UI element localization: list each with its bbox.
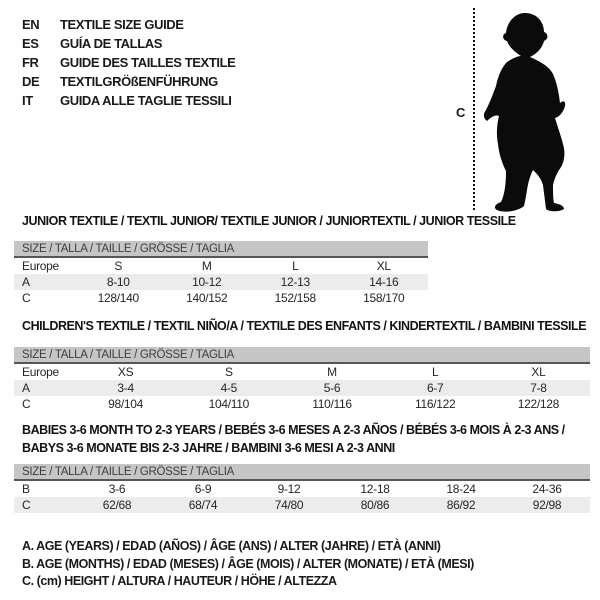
language-title: TEXTILGRÖßENFÜHRUNG — [60, 74, 218, 89]
cell-value: 6-7 — [426, 381, 444, 395]
table-row: A 3-4 4-5 5-6 6-7 7-8 — [14, 380, 590, 396]
cell-value: M — [327, 365, 337, 379]
language-row: IT GUIDA ALLE TAGLIE TESSILI — [22, 91, 235, 110]
cell-value: S — [224, 365, 233, 379]
cell-value: 140/152 — [186, 291, 228, 305]
cell-value: XL — [531, 365, 546, 379]
children-table: SIZE / TALLA / TAILLE / GRÖSSE / TAGLIA … — [14, 347, 590, 412]
cell-value: L — [292, 259, 299, 273]
language-code: IT — [22, 93, 33, 108]
cell-value: 7-8 — [530, 381, 547, 395]
babies-table-rows: B 3-6 6-9 9-12 12-18 18-24 24-36 C 62/68 68/74 74/… — [14, 481, 590, 513]
cell-value: 10-12 — [192, 275, 222, 289]
cell-value: XL — [376, 259, 391, 273]
cell-value: 9-12 — [277, 482, 301, 496]
height-measure-dotted-line — [473, 8, 475, 210]
row-label: Europe — [22, 365, 59, 379]
height-figure: C — [455, 5, 595, 217]
cell-value: M — [201, 259, 212, 273]
children-table-title: CHILDREN'S TEXTILE / TEXTIL NIÑO/A / TEX… — [22, 319, 587, 333]
cell-value: 128/140 — [97, 291, 140, 305]
cell-value: XS — [117, 365, 134, 379]
row-label: C — [22, 397, 31, 411]
cell-value: 4-5 — [220, 381, 238, 395]
cell-value: 74/80 — [274, 498, 304, 512]
table-row: C 62/68 68/74 74/80 80/86 86/92 92/98 — [14, 497, 590, 513]
cell-value: 92/98 — [532, 498, 562, 512]
table-row: B 3-6 6-9 9-12 12-18 18-24 24-36 — [14, 481, 590, 497]
babies-table: SIZE / TALLA / TAILLE / GRÖSSE / TAGLIA … — [14, 464, 590, 513]
legend: A. AGE (YEARS) / EDAD (AÑOS) / ÂGE (ANS)… — [22, 538, 474, 591]
row-label: Europe — [22, 259, 59, 273]
table-row: A 8-10 10-12 12-13 14-16 — [14, 274, 428, 290]
size-header-bar: SIZE / TALLA / TAILLE / GRÖSSE / TAGLIA — [14, 241, 428, 258]
cell-value: 80/86 — [360, 498, 390, 512]
table-row: Europe XS S M L XL — [14, 364, 590, 380]
row-label: A — [22, 275, 30, 289]
row-label: C — [22, 498, 31, 512]
language-list: EN TEXTILE SIZE GUIDE ES GUÍA DE TALLAS FR GU… — [22, 15, 236, 110]
row-label: B — [22, 482, 30, 496]
cell-value: 104/110 — [208, 397, 250, 411]
junior-table-title: JUNIOR TEXTILE / TEXTIL JUNIOR/ TEXTILE … — [22, 214, 516, 228]
cell-value: 24-36 — [532, 482, 562, 496]
cell-value: S — [114, 259, 123, 273]
cell-value: 98/104 — [108, 397, 144, 411]
legend-line: B. AGE (MONTHS) / EDAD (MESES) / ÂGE (MO… — [22, 556, 474, 571]
language-row: ES GUÍA DE TALLAS — [22, 34, 235, 53]
cell-value: 12-13 — [280, 275, 311, 289]
baby-silhouette-icon — [483, 13, 566, 212]
cell-value: 158/170 — [363, 291, 405, 305]
cell-value: 3-6 — [108, 482, 126, 496]
row-label: C — [22, 291, 31, 305]
cell-value: 12-18 — [360, 482, 390, 496]
junior-table: SIZE / TALLA / TAILLE / GRÖSSE / TAGLIA … — [14, 241, 428, 306]
size-header-bar: SIZE / TALLA / TAILLE / GRÖSSE / TAGLIA — [14, 347, 590, 364]
cell-value: 116/122 — [415, 397, 456, 411]
cell-value: 122/128 — [517, 397, 560, 411]
row-label: A — [22, 381, 30, 395]
language-title: GUÍA DE TALLAS — [60, 36, 163, 51]
table-row: C 98/104 104/110 110/116 116/122 122/128 — [14, 396, 590, 412]
babies-table-title: BABIES 3-6 MONTH TO 2-3 YEARS / BEBÉS 3-… — [22, 423, 565, 455]
legend-line: A. AGE (YEARS) / EDAD (AÑOS) / ÂGE (ANS)… — [22, 539, 441, 553]
children-table-rows: Europe XS S M L XL A 3-4 4-5 5-6 6-7 7-8 C 98/104 104/… — [14, 364, 590, 412]
table-row: C 128/140 140/152 152/158 158/170 — [14, 290, 428, 306]
cell-value: 14-16 — [369, 275, 399, 289]
cell-value: 86/92 — [446, 498, 476, 512]
cell-value: 3-4 — [117, 381, 134, 395]
language-title: GUIDE DES TAILLES TEXTILE — [60, 55, 236, 70]
junior-table-rows: Europe S M L XL A 8-10 10-12 12-13 14-16 C 128/140 1… — [14, 258, 428, 306]
cell-value: 110/116 — [312, 397, 352, 411]
language-row: EN TEXTILE SIZE GUIDE — [22, 15, 235, 34]
cell-value: 152/158 — [274, 291, 317, 305]
language-code: DE — [22, 74, 40, 89]
language-title: GUIDA ALLE TAGLIE TESSILI — [60, 93, 232, 108]
table-row: Europe S M L XL — [14, 258, 428, 274]
language-code: EN — [22, 17, 40, 32]
height-measure-label: C — [456, 105, 466, 120]
cell-value: 18-24 — [446, 482, 476, 496]
cell-value: 6-9 — [194, 482, 212, 496]
cell-value: 68/74 — [188, 498, 218, 512]
cell-value: 8-10 — [106, 275, 130, 289]
cell-value: 5-6 — [323, 381, 341, 395]
language-row: FR GUIDE DES TAILLES TEXTILE — [22, 53, 236, 72]
language-code: ES — [22, 36, 39, 51]
language-title: TEXTILE SIZE GUIDE — [60, 17, 184, 32]
language-code: FR — [22, 55, 39, 70]
language-row: DE TEXTILGRÖßENFÜHRUNG — [22, 72, 235, 91]
cell-value: L — [432, 365, 439, 379]
size-header-bar: SIZE / TALLA / TAILLE / GRÖSSE / TAGLIA — [14, 464, 590, 481]
cell-value: 62/68 — [102, 498, 132, 512]
legend-line: C. (cm) HEIGHT / ALTURA / HAUTEUR / HÖHE… — [22, 574, 337, 588]
